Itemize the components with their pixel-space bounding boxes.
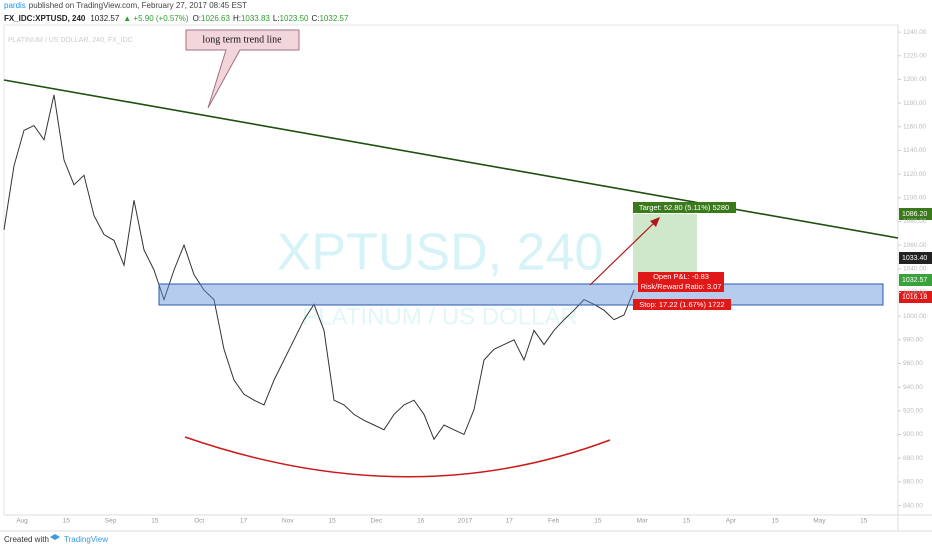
y-tick-label: 840.00 xyxy=(903,502,923,509)
x-tick-label: 15 xyxy=(328,518,336,525)
y-tick-label: 1060.00 xyxy=(903,242,927,249)
target-label: Target: 52.80 (5.11%) 5280 xyxy=(639,203,729,212)
x-tick-label: Sep xyxy=(105,518,117,525)
x-tick-label: 17 xyxy=(240,518,248,525)
price-tag xyxy=(899,208,932,220)
header-line: pardis published on TradingView.com, Febr… xyxy=(4,1,247,10)
symbol: FX_IDC:XPTUSD, 240 xyxy=(4,14,86,23)
author: pardis xyxy=(4,1,26,10)
price-tag-label: 1033.40 xyxy=(902,255,927,262)
ohlc-v: 1032.57 xyxy=(319,14,348,23)
ohlc-v: 1033.83 xyxy=(241,14,270,23)
rr-label: Risk/Reward Ratio: 3.07 xyxy=(641,282,722,291)
x-tick-label: 2017 xyxy=(458,518,473,525)
ohlc-k: L: xyxy=(273,14,280,23)
x-tick-label: Mar xyxy=(637,518,649,525)
footer-brand[interactable]: TradingView xyxy=(64,535,108,544)
x-tick-label: May xyxy=(813,518,826,525)
plot xyxy=(3,94,635,441)
y-tick-label: 860.00 xyxy=(903,479,923,486)
pnl-box xyxy=(638,272,724,292)
y-tick-label: 1040.00 xyxy=(903,266,927,273)
bowl-curve xyxy=(184,436,611,478)
y-tick-label: 1120.00 xyxy=(903,171,926,178)
ohlc-v: 1026.63 xyxy=(201,14,230,23)
x-tick-label: 15 xyxy=(771,518,779,525)
pnl-label: Open P&L: -0.83 xyxy=(653,272,709,281)
arrow-head xyxy=(650,217,660,227)
x-tick-label: 17 xyxy=(506,518,514,525)
last: 1032.57 xyxy=(90,14,119,23)
y-tick-label: 1180.00 xyxy=(903,100,926,107)
price-tag-label: 1016.18 xyxy=(902,294,927,301)
callout-label: long term trend line xyxy=(202,34,282,45)
symbol-line: FX_IDC:XPTUSD, 240 1032.57 ▲ +5.90 (+0.57%… xyxy=(4,14,349,23)
x-tick-label: 16 xyxy=(417,518,425,525)
support-zone xyxy=(158,283,884,306)
stop-label: Stop: 17.22 (1.67%) 1722 xyxy=(639,300,724,309)
footer-created: Created with xyxy=(4,535,49,544)
y-tick-label: 1100.00 xyxy=(903,195,926,202)
stop-box xyxy=(633,299,731,310)
price-tag-label: 1086.20 xyxy=(902,211,927,218)
y-tick-label: 1200.00 xyxy=(903,76,927,83)
ohlc-k: C: xyxy=(311,14,319,23)
y-tick-label: 1220.00 xyxy=(903,52,927,59)
callout xyxy=(185,29,300,109)
chart-subtitle: PLATINUM / US DOLLAR, 240, FX_IDC xyxy=(8,37,133,44)
price-line xyxy=(3,94,635,441)
price-tag xyxy=(899,274,932,286)
ohlc-k: O: xyxy=(193,14,201,23)
watermark: XPTUSD, 240 xyxy=(277,224,604,282)
y-tick-label: 900.00 xyxy=(903,431,923,438)
y-tick-label: 1000.00 xyxy=(903,313,927,320)
y-tick-label: 920.00 xyxy=(903,408,923,415)
y-tick-label: 880.00 xyxy=(903,455,923,462)
published: published on TradingView.com, February 2… xyxy=(29,1,247,10)
arrow xyxy=(589,221,656,286)
trend-line xyxy=(3,79,899,239)
y-tick-label: 1240.00 xyxy=(903,29,927,36)
x-tick-label: 15 xyxy=(860,518,868,525)
y-tick-label: 1020.00 xyxy=(903,289,927,296)
x-tick-label: Apr xyxy=(726,518,737,525)
x-tick-label: 15 xyxy=(151,518,159,525)
y-tick-label: 960.00 xyxy=(903,360,923,367)
y-tick-label: 980.00 xyxy=(903,337,923,344)
y-tick-label: 1160.00 xyxy=(903,124,926,131)
x-tick-label: Nov xyxy=(282,518,294,525)
ohlc-k: H: xyxy=(233,14,241,23)
ohlc-v: 1023.50 xyxy=(280,14,309,23)
y-tick-label: 1140.00 xyxy=(903,147,926,154)
x-tick-label: Aug xyxy=(16,518,28,525)
watermark-sub: PLATINUM / US DOLLAR xyxy=(302,303,578,330)
x-tick-label: Feb xyxy=(548,518,560,525)
y-tick-label: 940.00 xyxy=(903,384,923,391)
price-tag xyxy=(899,291,932,303)
price-tag xyxy=(899,252,932,264)
brand-icon xyxy=(50,534,60,540)
x-tick-label: 15 xyxy=(683,518,691,525)
x-tick-label: 15 xyxy=(594,518,602,525)
change: ▲ +5.90 (+0.57%) xyxy=(123,14,189,23)
y-tick-label: 1080.00 xyxy=(903,218,927,225)
price-tag-label: 1032.57 xyxy=(902,277,927,284)
target-zone xyxy=(633,214,697,283)
x-tick-label: Dec xyxy=(371,518,383,525)
target-box xyxy=(633,202,736,213)
x-tick-label: Oct xyxy=(194,518,204,525)
x-tick-label: 15 xyxy=(63,518,71,525)
